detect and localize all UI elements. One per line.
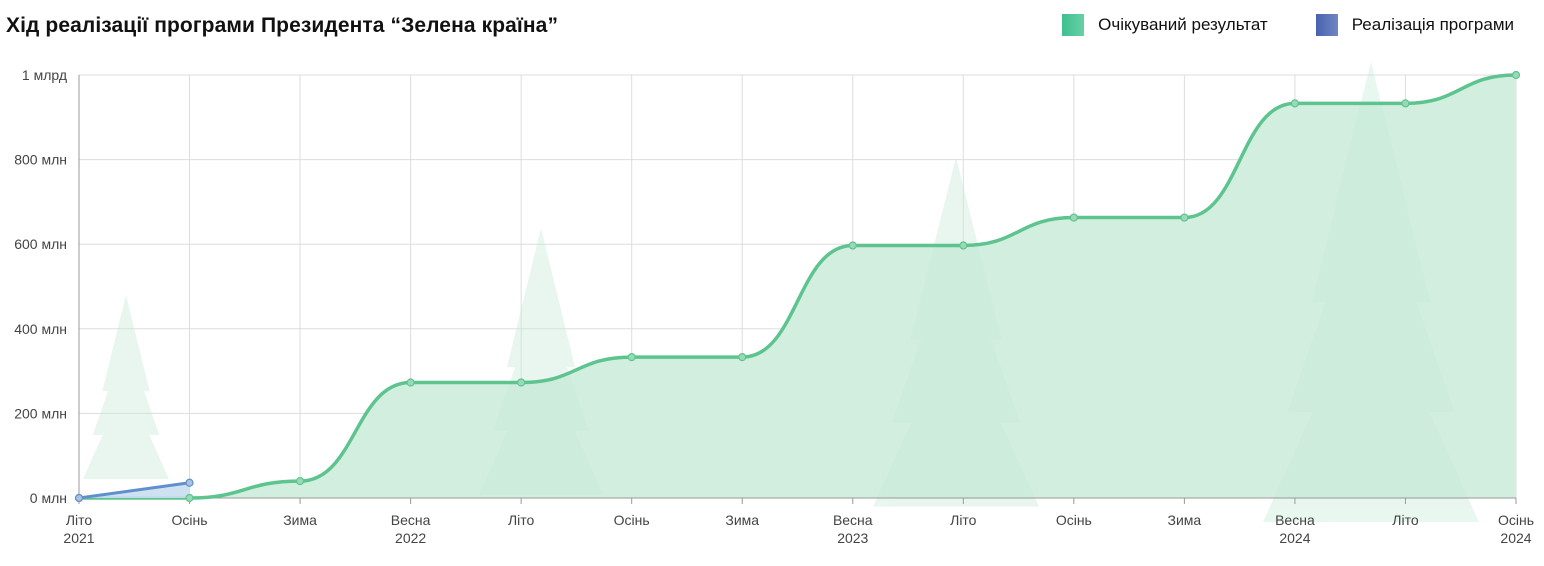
x-tick-year: 2024 bbox=[1500, 530, 1531, 546]
x-tick-label: Зима bbox=[283, 512, 317, 528]
tree-layer bbox=[479, 355, 603, 495]
decorative-trees bbox=[83, 62, 1479, 522]
points-layer bbox=[74, 70, 1521, 503]
expected-area-layer bbox=[79, 75, 1516, 498]
expected-point bbox=[627, 353, 636, 362]
axes bbox=[78, 75, 1517, 504]
tick-labels: 0 млн 200 млн 400 млн 600 млн 800 млн 1 млрд Л… bbox=[14, 67, 1534, 546]
legend-swatch-actual bbox=[1315, 14, 1338, 36]
x-tick-label: Весна bbox=[391, 512, 431, 528]
y-tick-label: 1 млрд bbox=[22, 67, 67, 83]
tree-layer bbox=[873, 324, 1039, 507]
expected-point bbox=[959, 241, 968, 250]
tree-layer bbox=[506, 228, 576, 368]
x-tick-label: Осінь bbox=[614, 512, 650, 528]
expected-point bbox=[1069, 213, 1078, 222]
tree-icon-1 bbox=[83, 295, 169, 479]
legend-label-actual: Реалізація програми bbox=[1351, 15, 1514, 34]
x-tick-label: Літо bbox=[508, 512, 535, 528]
expected-point bbox=[1401, 99, 1410, 108]
tree-layer bbox=[83, 383, 169, 479]
expected-point bbox=[185, 493, 194, 503]
x-tick-label: Осінь bbox=[1056, 512, 1092, 528]
expected-area bbox=[79, 75, 1516, 498]
tree-icon-4 bbox=[1263, 62, 1479, 522]
x-tick-label: Літо bbox=[66, 512, 93, 528]
tree-layer bbox=[1287, 172, 1455, 412]
page-title: Хід реалізації програми Президента “Зеле… bbox=[6, 14, 559, 37]
y-tick-label: 600 млн bbox=[14, 236, 67, 252]
legend: Очікуваний результат Реалізація програми bbox=[1014, 14, 1514, 36]
y-tick-label: 0 млн bbox=[30, 490, 67, 506]
tree-layer bbox=[1263, 282, 1479, 522]
expected-line bbox=[77, 73, 1518, 500]
x-tick-label: Осінь bbox=[172, 512, 208, 528]
tree-layer bbox=[92, 339, 160, 435]
x-tick-label: Літо bbox=[1392, 512, 1419, 528]
actual-point bbox=[74, 493, 84, 503]
expected-point bbox=[517, 378, 526, 387]
x-tick-year: 2021 bbox=[63, 530, 94, 546]
expected-point bbox=[1511, 70, 1521, 80]
tree-layer bbox=[891, 240, 1021, 423]
tree-layer bbox=[492, 291, 590, 431]
x-tick-label: Літо bbox=[950, 512, 977, 528]
expected-point bbox=[1180, 213, 1189, 222]
tree-layer bbox=[102, 295, 150, 391]
x-tick-year: 2022 bbox=[395, 530, 426, 546]
legend-item-expected[interactable]: Очікуваний результат bbox=[1062, 14, 1268, 36]
expected-point bbox=[1290, 99, 1300, 108]
tree-icon-3 bbox=[873, 157, 1039, 507]
x-tick-year: 2023 bbox=[837, 530, 868, 546]
expected-point bbox=[295, 476, 305, 486]
actual-line bbox=[77, 481, 192, 500]
y-tick-label: 200 млн bbox=[14, 405, 67, 421]
x-tick-label: Зима bbox=[1168, 512, 1202, 528]
legend-label-expected: Очікуваний результат bbox=[1098, 15, 1268, 34]
expected-point bbox=[406, 378, 415, 387]
x-tick-label: Весна bbox=[833, 512, 873, 528]
x-tick-label: Весна bbox=[1275, 512, 1315, 528]
expected-point bbox=[848, 241, 857, 250]
tree-layer bbox=[1311, 62, 1431, 302]
y-tick-label: 400 млн bbox=[14, 321, 67, 337]
x-tick-label: Осінь bbox=[1498, 512, 1534, 528]
expected-point bbox=[738, 353, 747, 362]
series-layer bbox=[77, 73, 1518, 500]
legend-item-actual[interactable]: Реалізація програми bbox=[1315, 14, 1514, 36]
tree-icon-2 bbox=[479, 228, 603, 495]
tree-layer bbox=[910, 157, 1002, 340]
actual-point bbox=[185, 478, 194, 487]
x-tick-year: 2024 bbox=[1279, 530, 1310, 546]
legend-swatch-expected bbox=[1062, 14, 1085, 36]
x-tick-label: Зима bbox=[725, 512, 759, 528]
y-tick-label: 800 млн bbox=[14, 152, 67, 168]
